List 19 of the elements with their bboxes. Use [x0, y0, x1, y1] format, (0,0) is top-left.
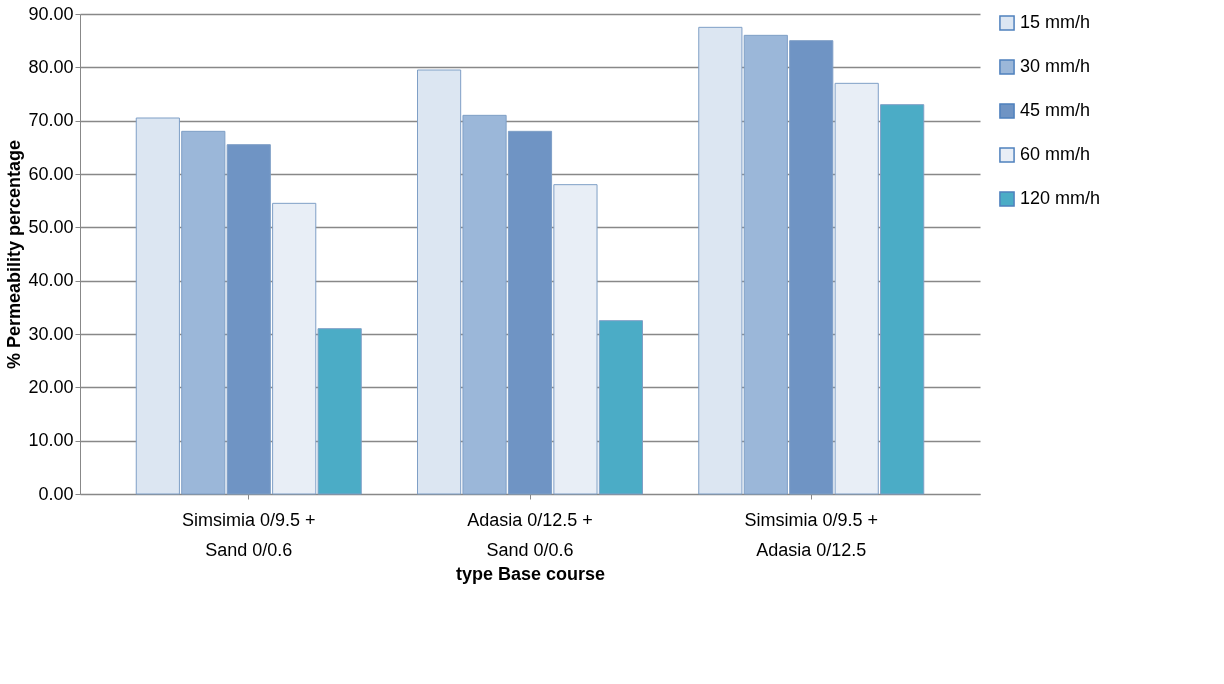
y-tick-label: 40.00 — [28, 270, 74, 291]
y-tick-label: 50.00 — [28, 216, 74, 237]
y-tick-label: 70.00 — [28, 110, 74, 131]
x-axis-title: type Base course — [455, 563, 606, 584]
legend-label: 60 mm/h — [1020, 144, 1091, 164]
y-tick-label: 90.00 — [28, 3, 74, 24]
y-tick-label: 60.00 — [28, 163, 74, 184]
legend-label: 30 mm/h — [1020, 56, 1091, 76]
x-tick-label: Simsimia 0/9.5 + Adasia 0/12.5 — [744, 509, 879, 560]
legend-label: 15 mm/h — [1020, 12, 1091, 32]
y-tick-label: 30.00 — [28, 323, 74, 344]
y-tick-label: 20.00 — [28, 376, 74, 397]
y-tick-label: 10.00 — [28, 430, 74, 451]
y-tick-label: 0.00 — [38, 483, 74, 504]
x-tick-label: Simsimia 0/9.5 + Sand 0/0.6 — [181, 509, 316, 560]
legend-label: 120 mm/h — [1020, 188, 1101, 208]
legend-label: 45 mm/h — [1020, 100, 1091, 120]
y-tick-label: 80.00 — [28, 56, 74, 77]
y-axis-title: % Permeability percentage — [4, 139, 25, 370]
